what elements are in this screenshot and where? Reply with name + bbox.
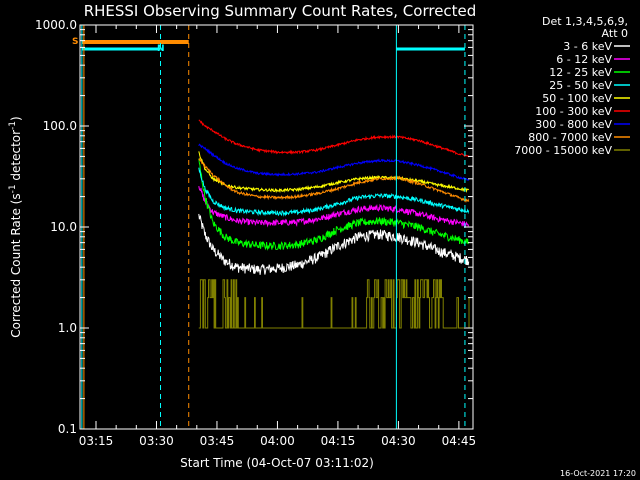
- series-line-3-6-kev: [198, 213, 470, 275]
- y-axis-label-exp-2: -1: [8, 121, 18, 130]
- y-axis-label-main: Corrected Count Rate (s: [9, 193, 23, 337]
- observing-markers: S N: [72, 25, 466, 429]
- series-line-300-800-kev: [198, 143, 470, 181]
- series-layer: [198, 119, 470, 329]
- x-tick-label-04-15: 04:15: [321, 434, 356, 448]
- y-tick-label-1000-0: 1000.0: [35, 18, 77, 32]
- x-tick-label-03-45: 03:45: [200, 434, 235, 448]
- y-axis-label: Corrected Count Rate (s-1 detector-1): [8, 116, 23, 337]
- series-line-50-100-kev: [198, 151, 470, 194]
- legend-label-100-300-kev: 100 - 300 keV: [535, 105, 612, 118]
- chart-title: RHESSI Observing Summary Count Rates, Co…: [84, 2, 477, 20]
- y-tick-label-100-0: 100.0: [43, 119, 77, 133]
- saa-marker-label: S: [72, 37, 78, 47]
- y-axis-label-mid: detector: [9, 130, 23, 185]
- legend-header-line-1: Det 1,3,4,5,6,9,: [542, 15, 628, 28]
- legend-label-25-50-kev: 25 - 50 keV: [549, 79, 612, 92]
- legend-label-50-100-kev: 50 - 100 keV: [542, 92, 612, 105]
- legend-header-line-2: Att 0: [602, 27, 628, 40]
- legend-label-300-800-kev: 300 - 800 keV: [535, 118, 612, 131]
- series-line-12-25-kev: [198, 158, 469, 251]
- x-axis-label: Start Time (04-Oct-07 03:11:02): [180, 456, 374, 470]
- axes: 03:15 03:30 03:45 04:00 04:15 04:30 04:45 0.1 1.…: [35, 18, 476, 448]
- legend-label-7000-15000-kev: 7000 - 15000 keV: [514, 144, 612, 157]
- y-tick-label-1-0: 1.0: [58, 321, 77, 335]
- y-tick-label-0-1: 0.1: [58, 422, 77, 436]
- y-tick-label-10-0: 10.0: [50, 220, 77, 234]
- series-line-800-7000-kev: [198, 156, 470, 204]
- y-axis-label-exp-1: -1: [8, 184, 18, 193]
- x-tick-label-03-15: 03:15: [79, 434, 114, 448]
- legend-label-12-25-kev: 12 - 25 keV: [549, 66, 612, 79]
- x-tick-label-03-30: 03:30: [139, 434, 174, 448]
- generation-timestamp: 16-Oct-2021 17:20: [560, 469, 636, 478]
- series-line-100-300-kev: [198, 119, 470, 158]
- series-line-7000-15000-kev: [198, 279, 470, 329]
- x-tick-label-04-45: 04:45: [442, 434, 477, 448]
- y-axis-label-end: ): [9, 116, 23, 121]
- series-line-6-12-kev: [198, 186, 470, 228]
- legend-label-6-12-kev: 6 - 12 keV: [556, 53, 612, 66]
- legend-label-800-7000-kev: 800 - 7000 keV: [528, 131, 612, 144]
- night-marker-label: N: [157, 44, 165, 54]
- x-tick-label-04-30: 04:30: [381, 434, 416, 448]
- series-line-25-50-kev: [198, 167, 470, 217]
- legend-label-3-6-kev: 3 - 6 keV: [563, 40, 612, 53]
- x-tick-label-04-00: 04:00: [260, 434, 295, 448]
